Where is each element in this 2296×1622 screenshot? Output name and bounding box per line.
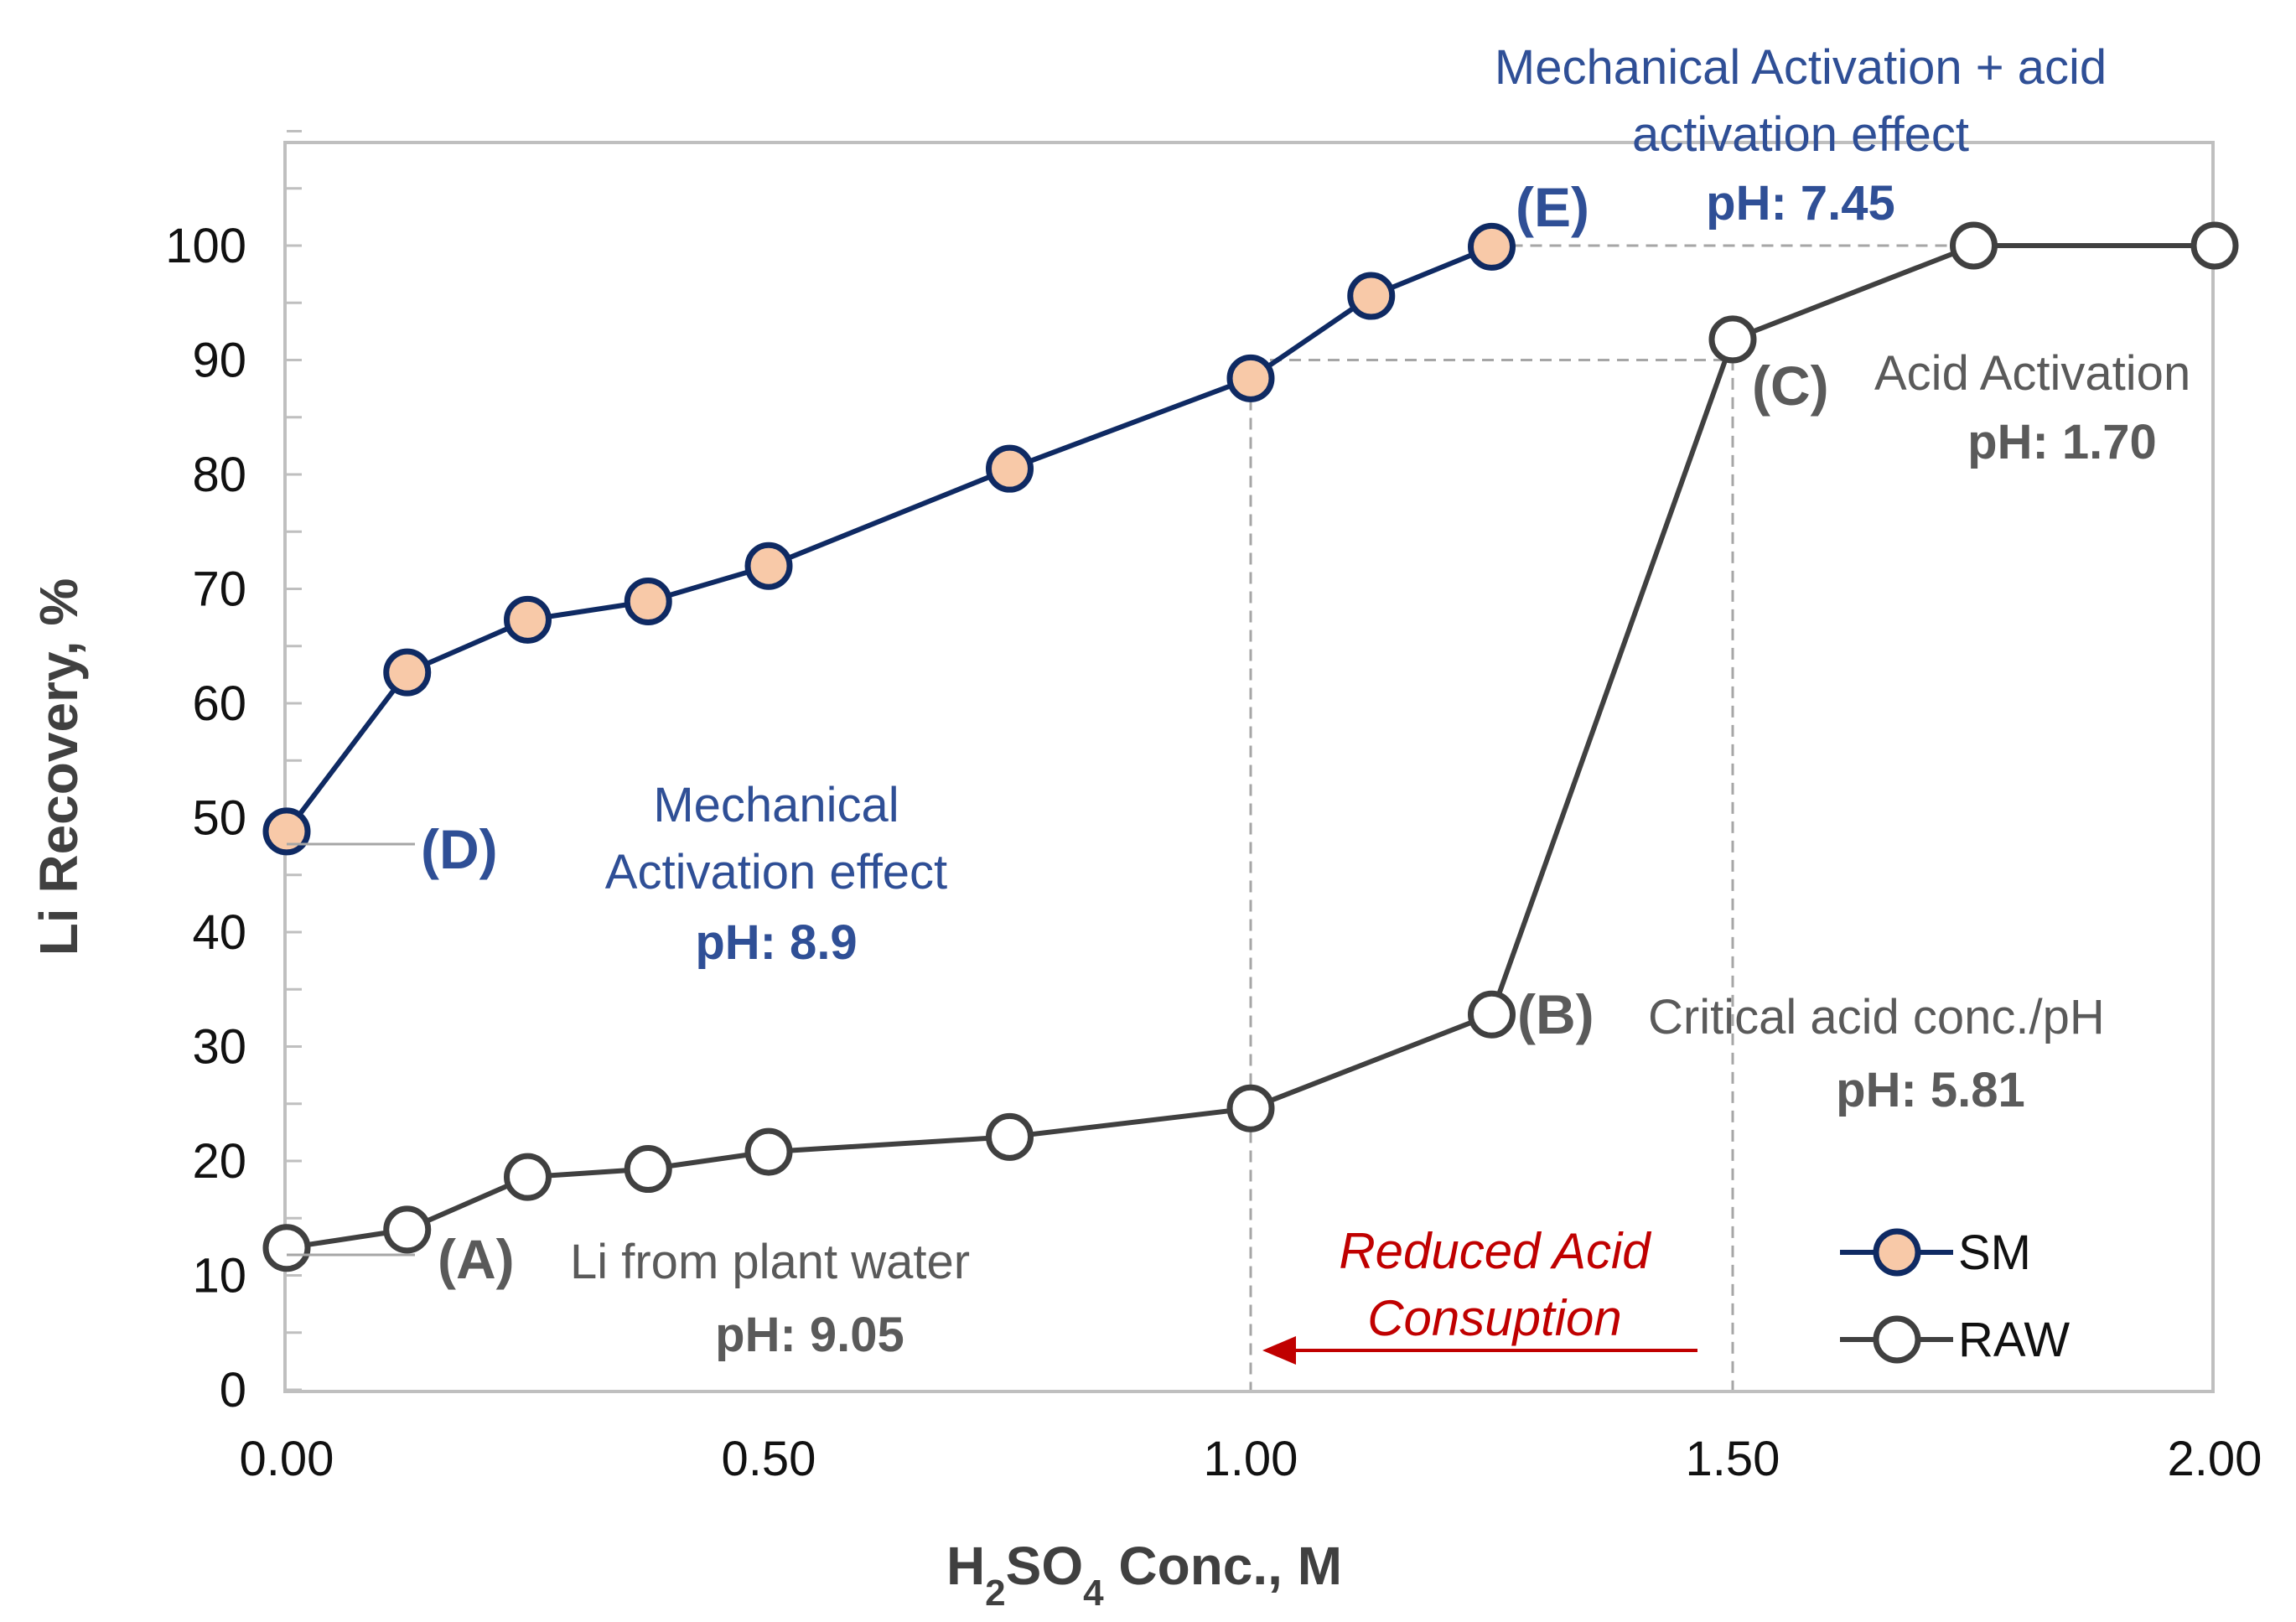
- x-axis-title-rest: Conc., M: [1104, 1536, 1342, 1596]
- annotation-b-text: Critical acid conc./pH: [1648, 990, 2105, 1044]
- legend: SM RAW: [1840, 1226, 2070, 1367]
- series-raw-point: [1708, 315, 1757, 364]
- y-tick-label: 10: [192, 1249, 246, 1303]
- series-sm-point: [262, 807, 311, 856]
- reduced-acid-text-2: Consuption: [1367, 1290, 1622, 1346]
- annotation-c-label: (C): [1752, 355, 1829, 417]
- legend-sm-label: SM: [1958, 1226, 2031, 1280]
- series-sm-point: [744, 542, 793, 590]
- annotation-a-label: (A): [438, 1228, 515, 1290]
- series-raw-point: [1950, 221, 1998, 270]
- series-raw-point: [2190, 221, 2239, 270]
- series-raw-point: [1226, 1084, 1275, 1132]
- y-tick-label: 100: [165, 219, 246, 273]
- y-tick-label: 40: [192, 905, 246, 960]
- series-raw-point: [986, 1112, 1034, 1161]
- series-sm-point: [504, 595, 552, 644]
- series-raw-point: [1468, 990, 1516, 1039]
- x-tick-label: 1.00: [1204, 1432, 1298, 1486]
- y-tick-label: 90: [192, 334, 246, 388]
- x-tick-label: 1.50: [1686, 1432, 1780, 1486]
- annotation-d-ph: pH: 8.9: [695, 915, 857, 970]
- y-tick-label: 80: [192, 448, 246, 502]
- series-sm-point: [986, 444, 1034, 493]
- annotation-a-ph: pH: 9.05: [715, 1308, 904, 1362]
- y-tick-label: 60: [192, 676, 246, 731]
- y-tick-label: 70: [192, 562, 246, 617]
- annotation-e-ph: pH: 7.45: [1706, 176, 1895, 231]
- series-sm-point: [383, 648, 432, 697]
- y-tick-label: 30: [192, 1020, 246, 1075]
- series-sm-point: [624, 578, 672, 626]
- series-raw-point: [744, 1127, 793, 1176]
- series-sm-point: [1226, 354, 1275, 402]
- annotation-e-text-2: activation effect: [1632, 107, 1969, 162]
- x-axis-title: H2SO4 Conc., M: [946, 1536, 1342, 1614]
- x-tick-label: 0.50: [722, 1432, 816, 1486]
- annotation-c-ph: pH: 1.70: [1967, 415, 2157, 469]
- y-tick-label: 20: [192, 1134, 246, 1189]
- plot-area: [283, 141, 2215, 1393]
- annotation-d-text-1: Mechanical: [653, 778, 899, 832]
- x-axis-title-sub4: 4: [1083, 1573, 1104, 1614]
- reduced-acid-arrowhead: [1262, 1336, 1296, 1365]
- x-axis-title-sub2: 2: [985, 1573, 1005, 1614]
- x-tick-label: 0.00: [240, 1432, 334, 1486]
- annotation-d-label: (D): [421, 818, 498, 880]
- annotation-e-text-1: Mechanical Activation + acid: [1495, 40, 2107, 95]
- x-axis-title-h: H: [946, 1536, 985, 1596]
- annotation-e-label: (E): [1516, 176, 1589, 238]
- series-raw-point: [624, 1145, 672, 1194]
- series-sm-point: [1468, 222, 1516, 271]
- annotation-d-text-2: Activation effect: [605, 845, 947, 899]
- annotation-a-text: Li from plant water: [570, 1235, 970, 1289]
- legend-raw-label: RAW: [1958, 1313, 2070, 1367]
- axis-ticks: 0 10 20 30 40 50 60 70 80 90 100 0.00 0.50 1.00 1.50 2.…: [165, 130, 2262, 1486]
- x-axis-title-so: SO: [1006, 1536, 1083, 1596]
- y-axis-title: Li Recovery, %: [29, 578, 89, 956]
- legend-raw-marker: [1873, 1315, 1921, 1364]
- series-raw-point: [262, 1224, 311, 1272]
- annotation-b-label: (B): [1517, 983, 1594, 1045]
- y-tick-label: 0: [220, 1363, 246, 1417]
- series-raw-point: [383, 1205, 432, 1254]
- annotation-c-text: Acid Activation: [1874, 346, 2190, 401]
- series-raw-point: [504, 1153, 552, 1201]
- series-raw: [262, 221, 2239, 1272]
- x-tick-label: 2.00: [2168, 1432, 2262, 1486]
- reduced-acid-text-1: Reduced Acid: [1339, 1223, 1651, 1279]
- series-sm: [262, 222, 1516, 856]
- annotation-b-ph: pH: 5.81: [1836, 1063, 2025, 1117]
- legend-sm-marker: [1873, 1228, 1921, 1277]
- y-tick-label: 50: [192, 791, 246, 846]
- series-sm-point: [1347, 272, 1396, 320]
